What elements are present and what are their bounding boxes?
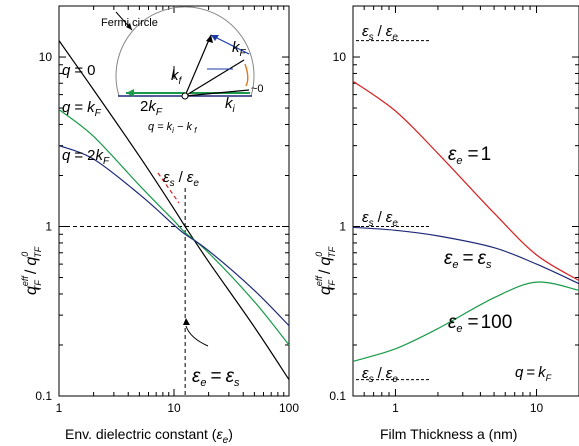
inset-small-angle-arrow bbox=[244, 63, 249, 87]
left-panel: 1 10 100 0.1 1 10 Env. dielectric consta… bbox=[20, 5, 299, 446]
l-series-line-0 bbox=[58, 40, 290, 380]
left-ytick-1: 1 bbox=[45, 220, 52, 234]
inset-title-pointer-head bbox=[126, 23, 132, 30]
l-series-line-2 bbox=[58, 145, 290, 327]
fermi-circle-inset: Fermi circle kF kf ki 2kF ~0 q = ki − k … bbox=[101, 6, 264, 135]
equality-arrow-head bbox=[183, 318, 190, 325]
right-ratio-label-bottom: εs / εe bbox=[362, 365, 398, 385]
label-q-2kf: q = 2kF bbox=[62, 147, 110, 167]
inset-label-kf-small: kf bbox=[171, 67, 183, 87]
left-slope-hint-line bbox=[157, 172, 180, 204]
right-xtick-10: 10 bbox=[530, 401, 544, 415]
fermi-circle bbox=[115, 6, 255, 97]
inset-kfi-vector bbox=[184, 59, 245, 97]
left-y-axis-label: qeff TF/q0 TF bbox=[20, 246, 43, 295]
right-ytick-1: 1 bbox=[339, 220, 346, 234]
left-ytick-0.1: 0.1 bbox=[35, 389, 52, 403]
inset-kf-arrowhead bbox=[206, 35, 213, 43]
inset-label-ki: ki bbox=[225, 95, 236, 115]
r-series-line-2 bbox=[352, 281, 579, 362]
inset-ki-vector bbox=[184, 89, 250, 97]
right-panel: 1 10 0.1 1 10 Film Thickness a (nm) qeff… bbox=[314, 5, 579, 442]
label-eps-e-100: εe = 100 bbox=[448, 312, 512, 335]
left-ytick-10: 10 bbox=[39, 50, 53, 64]
label-q-kf-right: q = kF bbox=[515, 364, 552, 383]
inset-label-2kf: 2kF bbox=[140, 98, 163, 118]
label-q-0: q = 0 bbox=[62, 62, 95, 79]
right-ratio-label-mid: εs / εe bbox=[362, 209, 398, 229]
inset-formula: q = ki − k f bbox=[148, 121, 197, 135]
label-ratio-left: εs / εe bbox=[163, 169, 199, 189]
right-ytick-10: 10 bbox=[333, 50, 347, 64]
label-equality-left: εe = εs bbox=[192, 366, 240, 389]
right-ytick-0.1: 0.1 bbox=[329, 389, 346, 403]
inset-title: Fermi circle bbox=[101, 17, 158, 29]
right-x-axis-label: Film Thickness a (nm) bbox=[380, 426, 517, 442]
label-eps-e-eps-s: εe = εs bbox=[444, 248, 492, 271]
inset-origin bbox=[181, 92, 189, 100]
inset-kf-vector bbox=[184, 34, 212, 97]
right-plot-frame bbox=[352, 5, 579, 397]
right-ratio-label-top: εs / εe bbox=[362, 23, 398, 43]
equality-arrow bbox=[185, 325, 209, 347]
l-series-line-1 bbox=[58, 109, 290, 346]
right-xtick-1: 1 bbox=[392, 401, 399, 415]
inset-label-approx-zero: ~0 bbox=[251, 83, 264, 95]
right-y-axis-label: qeff TF/q0 TF bbox=[314, 246, 337, 295]
r-series-line-1 bbox=[352, 226, 579, 285]
inset-label-kf: kF bbox=[232, 39, 247, 59]
left-x-axis-label: Env. dielectric constant (εe) bbox=[65, 426, 233, 446]
inset-2kf-arrowhead bbox=[126, 89, 134, 97]
inset-blue-vector bbox=[210, 34, 250, 55]
left-xtick-100: 100 bbox=[279, 401, 299, 415]
label-eps-e-1: εe = 1 bbox=[448, 144, 491, 167]
inset-blue-arrowhead bbox=[211, 35, 219, 41]
label-q-kf: q = kF bbox=[62, 99, 102, 119]
left-xtick-10: 10 bbox=[167, 401, 181, 415]
left-xtick-1: 1 bbox=[56, 401, 63, 415]
r-series-line-0 bbox=[352, 80, 579, 282]
